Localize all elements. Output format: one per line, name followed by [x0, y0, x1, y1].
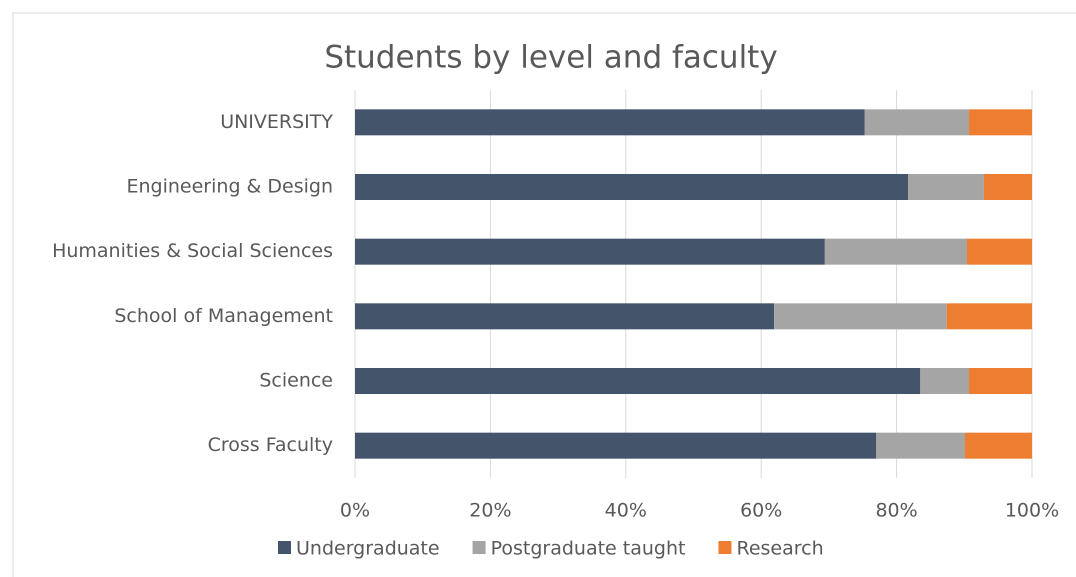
y-tick-label: Engineering & Design	[127, 176, 334, 198]
legend-swatch	[472, 541, 486, 554]
bar-segment	[864, 109, 970, 136]
legend-label: Postgraduate taught	[491, 538, 686, 560]
x-tick-label: 0%	[340, 500, 370, 522]
bar-segment	[908, 174, 984, 200]
bar-segment	[946, 303, 1032, 330]
bar-segment	[920, 368, 970, 394]
x-tick-label: 80%	[875, 500, 917, 522]
bar-segment	[355, 368, 921, 394]
bar-segment	[774, 303, 947, 330]
y-tick-label: School of Management	[114, 305, 333, 327]
bar-segment	[355, 238, 825, 265]
bar-segment	[964, 432, 1032, 459]
bar-segment	[355, 432, 877, 459]
bar-segment	[969, 109, 1032, 136]
x-tick-label: 60%	[740, 500, 782, 522]
legend-label: Research	[736, 538, 823, 560]
bar-segment	[355, 303, 775, 330]
legend-swatch	[278, 541, 291, 554]
chart-frame	[12, 12, 1076, 577]
chart-title: Students by level and faculty	[324, 40, 777, 76]
x-tick-label: 20%	[469, 500, 511, 522]
bar-segment	[967, 238, 1032, 265]
y-tick-label: UNIVERSITY	[220, 111, 333, 133]
bar-segment	[355, 109, 865, 136]
legend-label: Undergraduate	[296, 538, 440, 560]
y-tick-label: Cross Faculty	[208, 434, 333, 456]
bar-segment	[983, 174, 1032, 200]
x-tick-label: 100%	[1005, 500, 1059, 522]
bar-segment	[824, 238, 968, 265]
bar-segment	[355, 174, 909, 200]
bar-segment	[876, 432, 965, 459]
x-tick-label: 40%	[605, 500, 647, 522]
y-tick-label: Humanities & Social Sciences	[52, 240, 333, 262]
legend-swatch	[718, 541, 732, 554]
y-tick-label: Science	[259, 370, 333, 392]
bar-segment	[969, 368, 1032, 394]
